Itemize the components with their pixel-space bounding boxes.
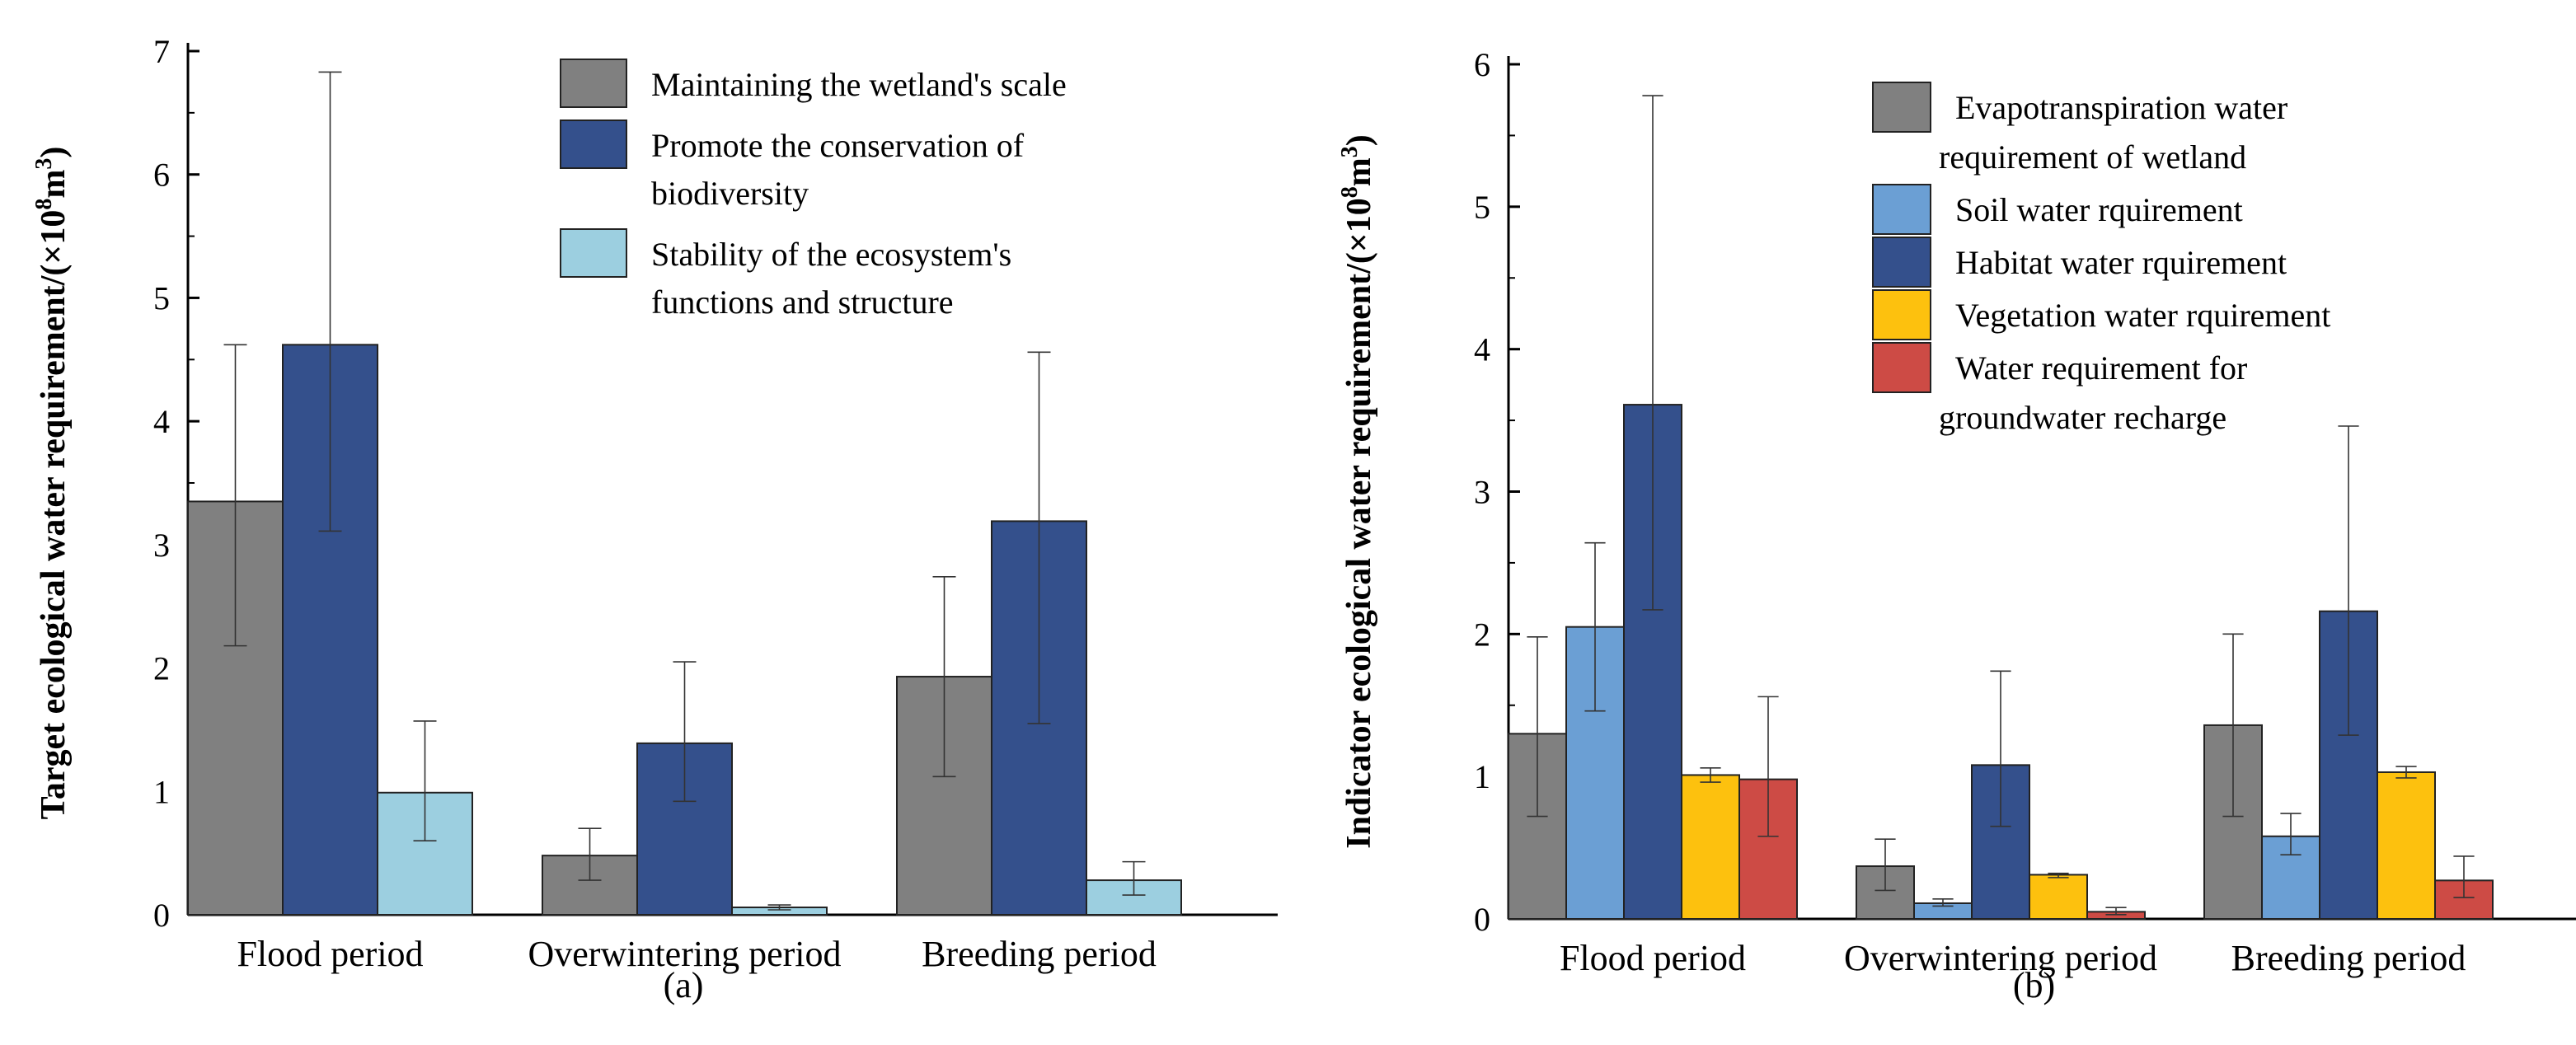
x-category-label: Overwintering period	[1844, 938, 2157, 978]
legend-label: Evapotranspiration water	[1955, 89, 2287, 126]
bar-3-4	[2377, 771, 2436, 921]
legend-swatch	[1872, 82, 1931, 133]
legend-swatch	[1872, 289, 1931, 340]
x-category-label: Breeding period	[922, 934, 1157, 974]
y-tick-label: 1	[1474, 758, 1490, 795]
legend-label: Soil water rquirement	[1955, 191, 2243, 228]
legend-label: Vegetation water rquirement	[1955, 297, 2330, 334]
legend-swatch	[560, 228, 627, 278]
y-tick-label: 5	[153, 279, 170, 316]
x-category-label: Flood period	[1560, 938, 1746, 978]
legend-label: biodiversity	[651, 175, 809, 212]
legend-label: Promote the conservation of	[651, 127, 1025, 164]
legend-label: functions and structure	[651, 284, 954, 321]
y-tick-label: 3	[1474, 474, 1490, 511]
legend-swatch	[1872, 237, 1931, 288]
panel-label: (b)	[2013, 965, 2055, 1005]
y-axis-label: Indicator ecological water requirement/(…	[1337, 134, 1378, 849]
legend-label: Water requirement for	[1955, 349, 2247, 387]
y-tick-label: 6	[1474, 46, 1490, 83]
chart-a: 0 1 2 3 4 5 6 7 Target ecological water requirem…	[31, 33, 1278, 1005]
y-tick-label: 6	[153, 157, 170, 194]
y-tick-label: 2	[153, 650, 170, 687]
y-tick-label: 7	[153, 33, 170, 70]
bar-3-5	[2434, 879, 2494, 920]
y-tick-label: 1	[153, 773, 170, 810]
legend-label: Maintaining the wetland's scale	[651, 66, 1067, 103]
legend-swatch	[1872, 184, 1931, 235]
legend-label: Stability of the ecosystem's	[651, 236, 1011, 273]
bar-1-4	[1681, 774, 1740, 921]
bar-2-4	[2029, 874, 2088, 920]
legend-label: Habitat water rquirement	[1955, 244, 2287, 281]
chart-b: 0 1 2 3 4 5 6 Indicator ecological water requir…	[1337, 46, 2576, 1005]
y-tick-label: 4	[153, 403, 170, 440]
y-tick-label: 2	[1474, 616, 1490, 653]
legend-swatch	[560, 59, 627, 108]
legend-label: groundwater recharge	[1939, 399, 2226, 436]
legend-swatch	[560, 119, 627, 169]
x-category-label: Breeding period	[2231, 938, 2466, 978]
y-tick-label: 0	[153, 897, 170, 934]
y-tick-label: 4	[1474, 331, 1490, 368]
y-axis-label: Target ecological water requirement/(×10…	[31, 147, 73, 820]
x-category-label: Flood period	[237, 934, 423, 974]
y-tick-label: 0	[1474, 901, 1490, 938]
y-tick-label: 5	[1474, 189, 1490, 226]
legend-swatch	[1872, 342, 1931, 393]
panel-label: (a)	[664, 965, 704, 1005]
x-category-label: Overwintering period	[528, 934, 842, 974]
y-tick-label: 3	[153, 527, 170, 564]
legend-label: requirement of wetland	[1939, 138, 2246, 176]
